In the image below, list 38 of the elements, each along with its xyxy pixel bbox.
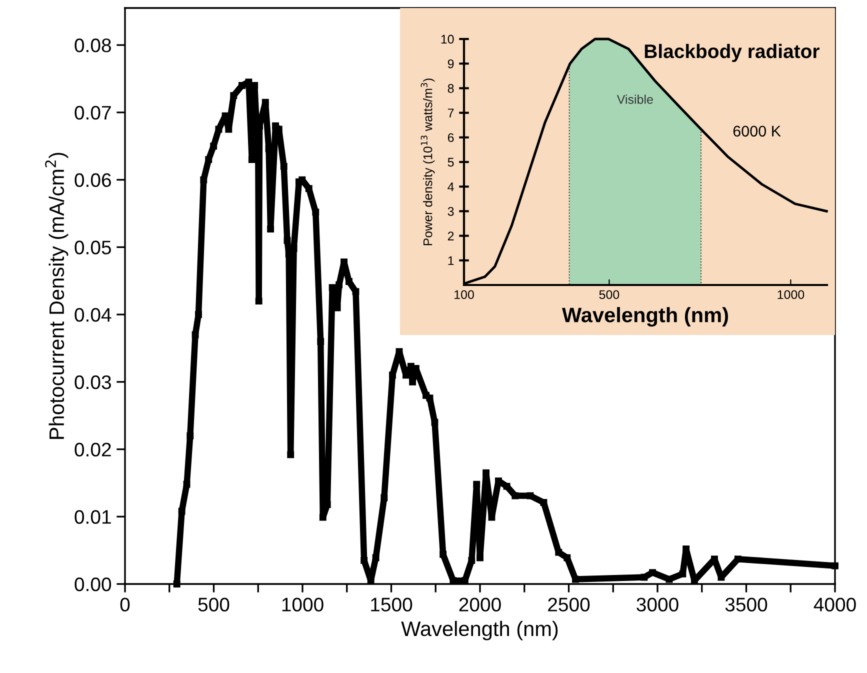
x-tick-label: 500 — [599, 290, 620, 300]
x-tick-label: 1000 — [778, 290, 804, 300]
y-tick-label: 0.05 — [74, 240, 111, 254]
y-tick-label: 2 — [448, 232, 454, 240]
x-axis-title: Wavelength (nm) — [401, 620, 558, 640]
y-tick-label: 0.01 — [74, 510, 111, 524]
y-axis-title: Photocurrent Density (mA/cm$^{2}$) — [45, 152, 68, 439]
x-tick-label: 0 — [120, 598, 130, 612]
y-tick-label: 6 — [448, 133, 454, 142]
y-tick-label: 0.08 — [74, 38, 111, 52]
y-tick-label: 0.02 — [74, 442, 111, 456]
y-tick-label: 0.06 — [74, 173, 111, 188]
y-tick-label: 10 — [441, 34, 454, 44]
y-tick-label: 0.03 — [74, 375, 111, 390]
x-tick-label: 2000 — [459, 598, 501, 612]
x-tick-label: 4000 — [814, 598, 856, 612]
y-tick-label: 0.00 — [74, 577, 112, 592]
y-tick-label: 7 — [448, 108, 454, 118]
x-tick-label: 1000 — [282, 598, 324, 612]
x-tick-label: 3000 — [636, 598, 678, 612]
x-tick-label: 100 — [454, 290, 474, 300]
y-axis-title: Power density (10$^{13}$ watts/m$^{3}$) — [420, 78, 435, 246]
chart-title: Blackbody radiator — [644, 44, 820, 62]
y-tick-label: 5 — [448, 158, 454, 167]
x-tick-label: 500 — [198, 598, 230, 612]
y-tick-label: 0.07 — [74, 106, 111, 120]
y-tick-label: 8 — [448, 84, 454, 93]
x-tick-label: 3500 — [725, 598, 768, 612]
y-tick-label: 1 — [448, 256, 454, 265]
band-label: Visible — [616, 94, 653, 104]
x-axis-title: Wavelength (nm) — [562, 307, 728, 327]
x-tick-label: 1500 — [371, 598, 412, 612]
series-label: 6000 K — [733, 126, 781, 137]
x-tick-label: 2500 — [548, 598, 590, 612]
y-tick-label: 3 — [448, 207, 454, 216]
y-tick-label: 9 — [448, 59, 454, 68]
y-tick-label: 4 — [448, 182, 454, 192]
y-tick-label: 0.04 — [74, 308, 112, 322]
